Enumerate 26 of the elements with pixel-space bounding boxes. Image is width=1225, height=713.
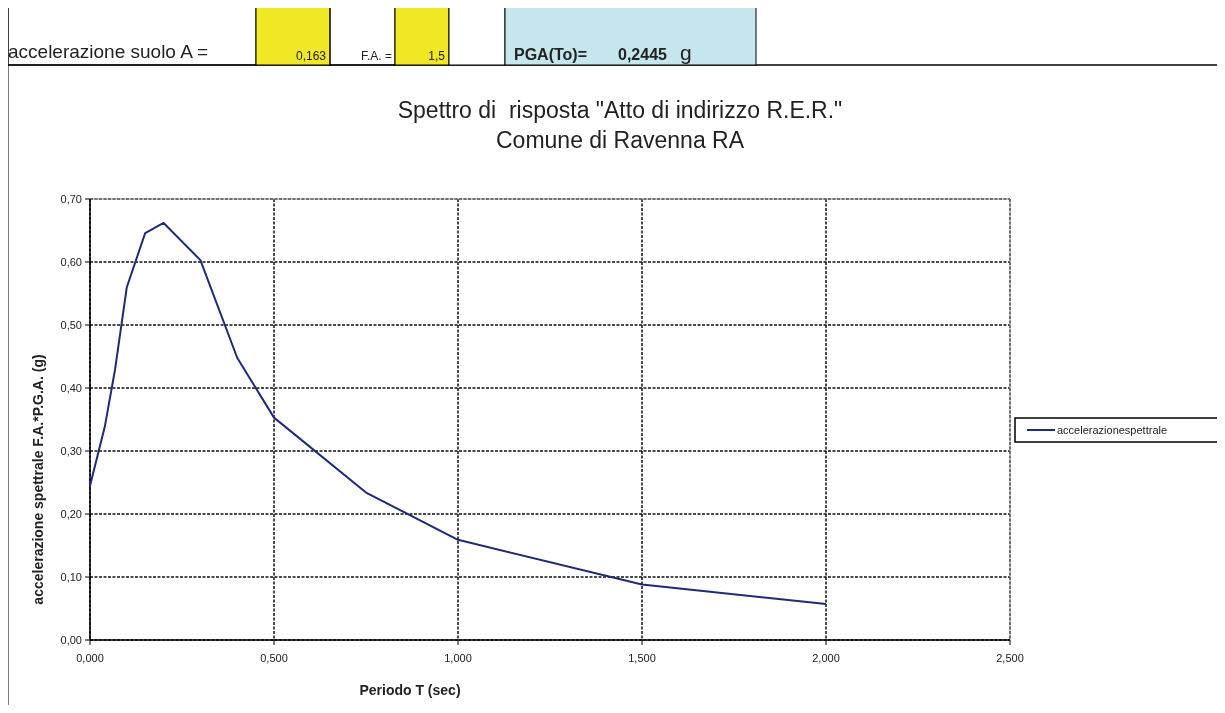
- x-tick-label: 1,000: [444, 652, 472, 664]
- text: g: [680, 41, 692, 64]
- y-tick-label: 0,20: [60, 508, 82, 520]
- x-tick-label: 0,000: [76, 652, 104, 664]
- y-tick-label: 0,40: [60, 382, 82, 394]
- text: accelerazione suolo A =: [8, 41, 209, 62]
- text: 1,5: [428, 49, 446, 63]
- x-tick-label: 2,500: [996, 652, 1024, 664]
- y-tick-label: 0,30: [60, 445, 82, 457]
- legend-label: accelerazionespettrale: [1057, 424, 1168, 436]
- y-tick-label: 0,00: [60, 634, 82, 646]
- y-axis-title: accelerazione spettrale F.A.*P.G.A. (g): [30, 354, 46, 605]
- x-tick-label: 1,500: [628, 652, 656, 664]
- y-tick-label: 0,60: [60, 256, 82, 268]
- chart-title: Spettro di risposta "Atto di indirizzo R.E.R." Comune di Ravenna RA: [397, 97, 843, 153]
- x-tick-label: 0,500: [260, 652, 288, 664]
- y-tick-label: 0,70: [60, 193, 82, 205]
- y-tick-label: 0,50: [60, 319, 82, 331]
- text: 0,2445: [618, 46, 668, 63]
- text: PGA(To)=: [514, 46, 588, 63]
- x-axis-title: Periodo T (sec): [359, 682, 461, 698]
- line-series: [89, 221, 827, 606]
- text: F.A. =: [360, 49, 392, 63]
- x-tick-label: 2,000: [812, 652, 840, 664]
- text: 0,163: [295, 49, 327, 63]
- y-tick-label: 0,10: [60, 571, 82, 583]
